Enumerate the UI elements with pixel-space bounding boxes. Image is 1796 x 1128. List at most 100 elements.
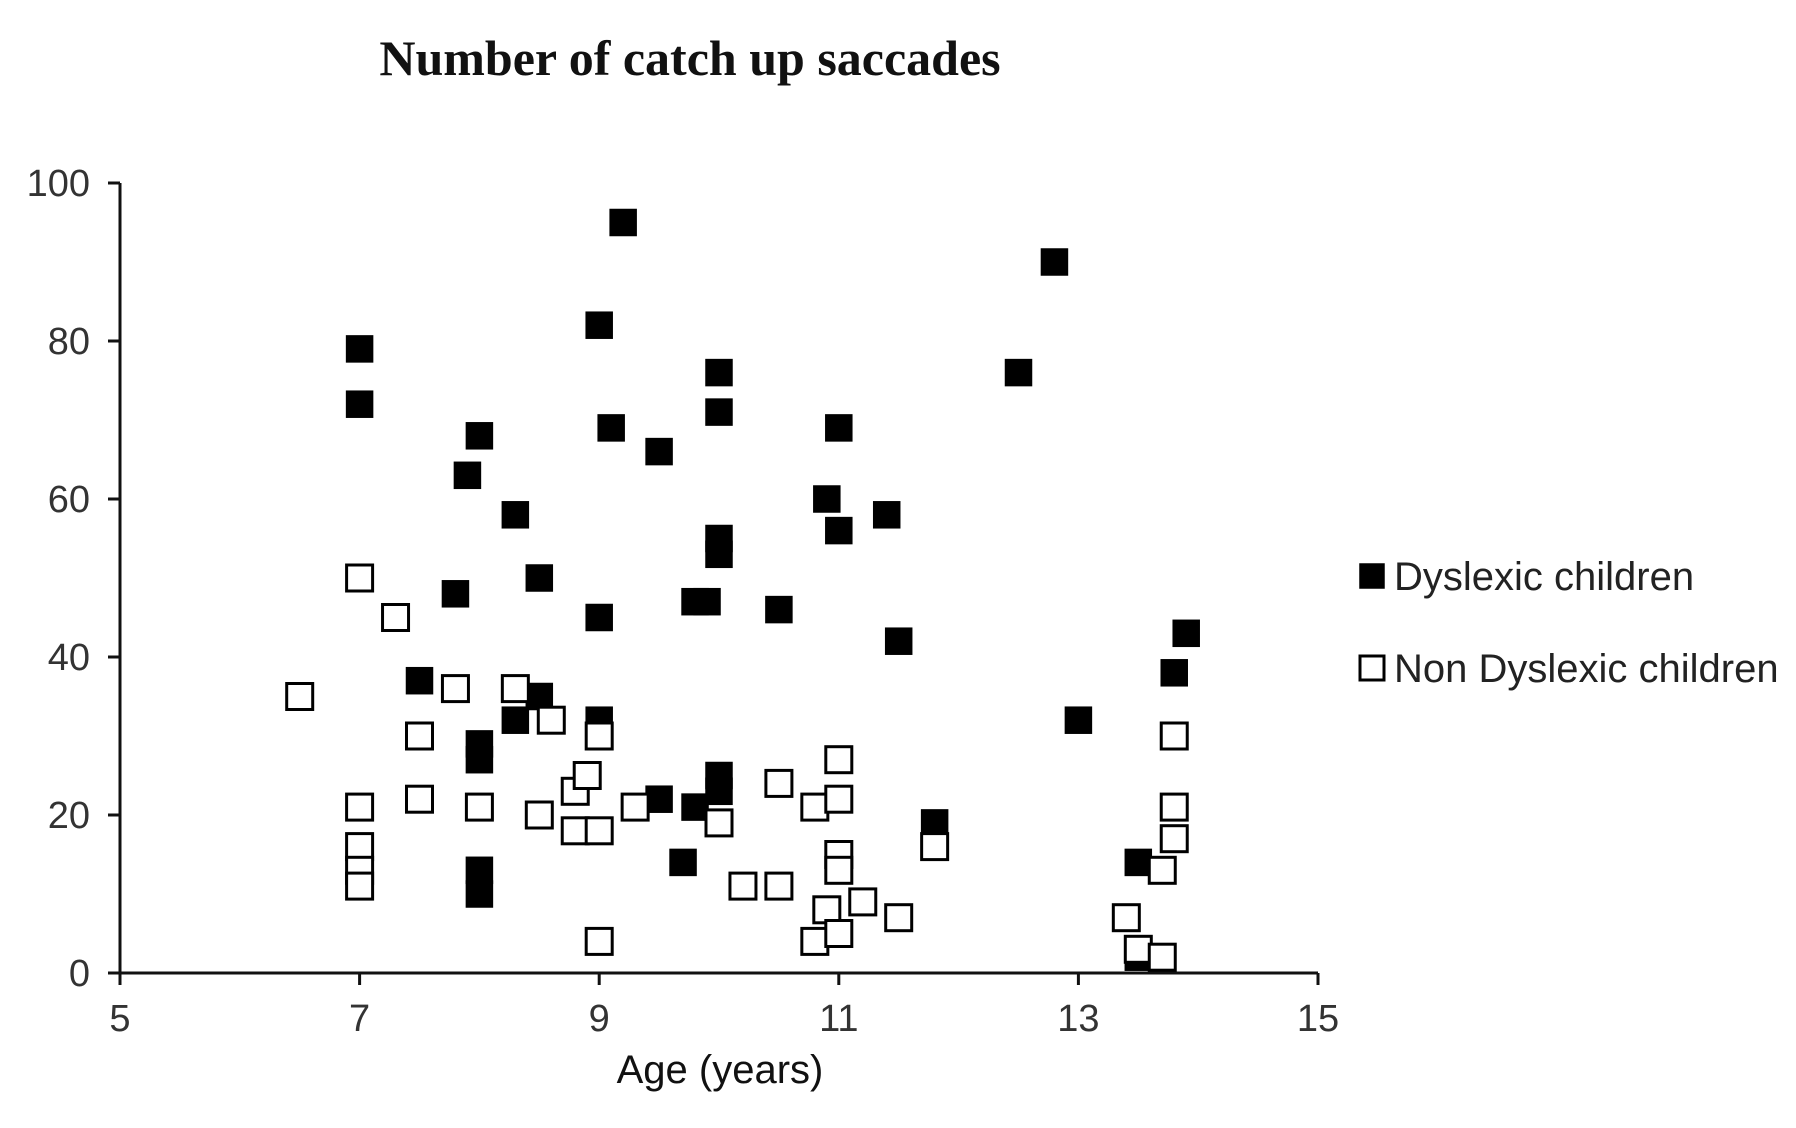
- data-point-dyslexic: [453, 461, 482, 490]
- data-point-dyslexic: [705, 398, 733, 426]
- data-point-dyslexic: [693, 587, 721, 616]
- data-point-dyslexic: [405, 666, 434, 695]
- data-point-non-dyslexic: [560, 816, 590, 846]
- data-point-non-dyslexic: [1123, 934, 1153, 964]
- data-point-non-dyslexic: [345, 792, 375, 822]
- data-point-dyslexic: [669, 848, 697, 877]
- data-point-non-dyslexic: [824, 784, 854, 814]
- data-point-dyslexic: [705, 540, 733, 569]
- data-point-non-dyslexic: [524, 800, 554, 830]
- y-tick-label: 100: [27, 163, 90, 205]
- data-point-non-dyslexic: [405, 721, 434, 751]
- data-point-dyslexic: [1064, 706, 1093, 734]
- data-point-non-dyslexic: [464, 792, 494, 822]
- legend-label-dyslexic: Dyslexic children: [1394, 555, 1694, 599]
- data-point-dyslexic: [345, 335, 374, 363]
- axes: [118, 183, 1318, 975]
- data-point-non-dyslexic: [1159, 824, 1189, 854]
- data-point-non-dyslexic: [764, 871, 794, 901]
- data-point-dyslexic: [501, 501, 530, 529]
- data-point-dyslexic: [1172, 619, 1200, 648]
- data-point-non-dyslexic: [620, 792, 650, 822]
- data-point-non-dyslexic: [536, 705, 566, 735]
- data-point-non-dyslexic: [440, 674, 470, 704]
- data-point-dyslexic: [825, 516, 853, 545]
- x-tick-label: 9: [589, 998, 610, 1040]
- data-point-non-dyslexic: [800, 926, 830, 956]
- data-point-non-dyslexic: [800, 792, 830, 822]
- data-point-dyslexic: [872, 501, 901, 529]
- data-point-non-dyslexic: [500, 674, 530, 704]
- data-point-dyslexic: [813, 485, 841, 513]
- x-tick-label: 5: [109, 998, 130, 1040]
- x-tick-label: 11: [819, 998, 858, 1040]
- y-tick-label: 60: [48, 479, 90, 521]
- data-point-non-dyslexic: [728, 871, 758, 901]
- data-point-non-dyslexic: [1159, 721, 1189, 751]
- data-point-non-dyslexic: [584, 816, 614, 846]
- data-point-dyslexic: [1124, 848, 1153, 877]
- y-ticks: 0 20 40 60 80 100: [27, 163, 120, 995]
- legend-label-non-dyslexic: Non Dyslexic children: [1394, 647, 1779, 691]
- data-point-dyslexic: [1004, 358, 1033, 387]
- data-point-non-dyslexic: [824, 919, 854, 948]
- data-point-non-dyslexic: [381, 603, 411, 632]
- data-point-dyslexic: [585, 603, 613, 632]
- x-tick-label: 15: [1297, 998, 1339, 1040]
- data-point-dyslexic: [884, 627, 913, 655]
- legend-marker-non-dyslexic: [1358, 654, 1386, 682]
- data-point-dyslexic: [585, 311, 613, 339]
- data-point-dyslexic: [501, 706, 530, 734]
- points-layer: [285, 208, 1200, 972]
- x-axis-label: Age (years): [617, 1048, 824, 1092]
- series-dyslexic: [345, 208, 1200, 971]
- data-point-dyslexic: [825, 414, 853, 442]
- data-point-non-dyslexic: [285, 682, 315, 711]
- data-point-dyslexic: [1160, 659, 1188, 687]
- data-point-dyslexic: [645, 437, 673, 466]
- data-point-non-dyslexic: [920, 832, 950, 862]
- data-point-non-dyslexic: [345, 832, 375, 862]
- series-non-dyslexic: [285, 563, 1189, 972]
- data-point-non-dyslexic: [812, 895, 842, 925]
- data-point-dyslexic: [705, 358, 733, 387]
- data-point-non-dyslexic: [824, 745, 854, 775]
- data-point-dyslexic: [345, 390, 374, 418]
- data-point-dyslexic: [441, 580, 470, 608]
- data-point-dyslexic: [920, 809, 949, 837]
- data-point-non-dyslexic: [704, 808, 734, 838]
- data-point-non-dyslexic: [848, 887, 878, 917]
- y-tick-label: 20: [48, 795, 90, 837]
- data-point-non-dyslexic: [345, 563, 375, 593]
- data-point-dyslexic: [465, 856, 494, 885]
- x-tick-label: 13: [1057, 998, 1099, 1040]
- data-point-dyslexic: [705, 777, 733, 806]
- data-point-dyslexic: [681, 793, 709, 821]
- data-point-dyslexic: [465, 880, 494, 908]
- data-point-dyslexic: [525, 564, 554, 592]
- legend: Dyslexic children Non Dyslexic children: [1358, 555, 1779, 691]
- data-point-dyslexic: [645, 785, 673, 813]
- data-point-non-dyslexic: [1159, 792, 1189, 822]
- data-point-dyslexic: [765, 595, 793, 624]
- x-ticks: 5 7 9 11 13 15: [109, 973, 1339, 1040]
- data-point-dyslexic: [465, 745, 494, 774]
- data-point-non-dyslexic: [1147, 942, 1177, 972]
- data-point-dyslexic: [609, 208, 637, 237]
- data-point-non-dyslexic: [405, 784, 434, 814]
- chart-title: Number of catch up saccades: [379, 30, 1000, 86]
- y-tick-label: 40: [48, 637, 90, 679]
- data-point-dyslexic: [525, 682, 554, 711]
- x-tick-label: 7: [349, 998, 370, 1040]
- data-point-non-dyslexic: [1111, 903, 1141, 933]
- data-point-dyslexic: [597, 414, 625, 442]
- data-point-non-dyslexic: [1147, 855, 1177, 885]
- data-point-non-dyslexic: [345, 871, 375, 901]
- data-point-non-dyslexic: [584, 926, 614, 956]
- legend-marker-dyslexic: [1359, 563, 1385, 589]
- data-point-non-dyslexic: [584, 721, 614, 751]
- data-point-dyslexic: [465, 422, 494, 450]
- data-point-non-dyslexic: [572, 761, 602, 790]
- data-point-non-dyslexic: [824, 855, 854, 885]
